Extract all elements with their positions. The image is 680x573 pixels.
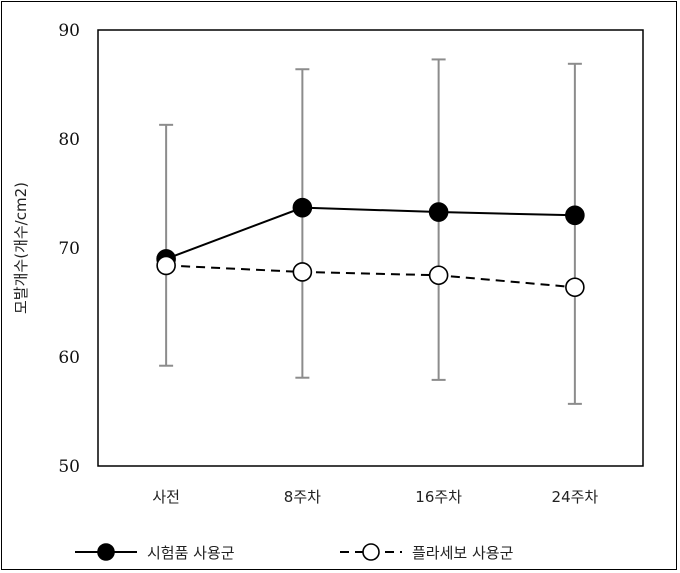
x-tick-label: 24주차 (552, 488, 599, 506)
data-point-series-2 (292, 262, 313, 282)
data-point-series-2 (156, 255, 176, 276)
x-tick-label: 사전 (152, 488, 180, 506)
plot-area (97, 29, 644, 467)
x-tick-label: 16주차 (415, 488, 462, 506)
series-lines (165, 206, 575, 289)
legend-marker-1 (97, 543, 115, 561)
data-point-series-2 (565, 277, 585, 298)
legend-label-1: 시험품 사용군 (147, 544, 235, 562)
legend-marker-2 (362, 543, 380, 561)
series-markers (156, 197, 585, 298)
y-tick-labels: 50 60 70 80 90 (58, 21, 80, 477)
legend: 시험품 사용군 플라세보 사용군 (75, 543, 514, 562)
data-point-series-1 (292, 197, 313, 218)
y-tick-label: 70 (58, 239, 80, 259)
data-point-series-1 (428, 202, 449, 222)
y-tick-label: 50 (58, 457, 80, 477)
y-tick-label: 90 (58, 21, 80, 41)
y-axis-label: 모발개수(개수/cm2) (12, 182, 30, 314)
series-line-2 (166, 264, 575, 289)
data-point-series-1 (565, 205, 585, 226)
y-tick-label: 60 (58, 348, 80, 368)
data-point-series-2 (428, 265, 449, 286)
legend-label-2: 플라세보 사용군 (412, 544, 514, 562)
x-tick-label: 8주차 (284, 488, 321, 506)
x-tick-labels: 사전 8주차 16주차 24주차 (152, 488, 598, 506)
y-tick-label: 80 (58, 130, 80, 150)
series-line-1 (165, 206, 575, 260)
